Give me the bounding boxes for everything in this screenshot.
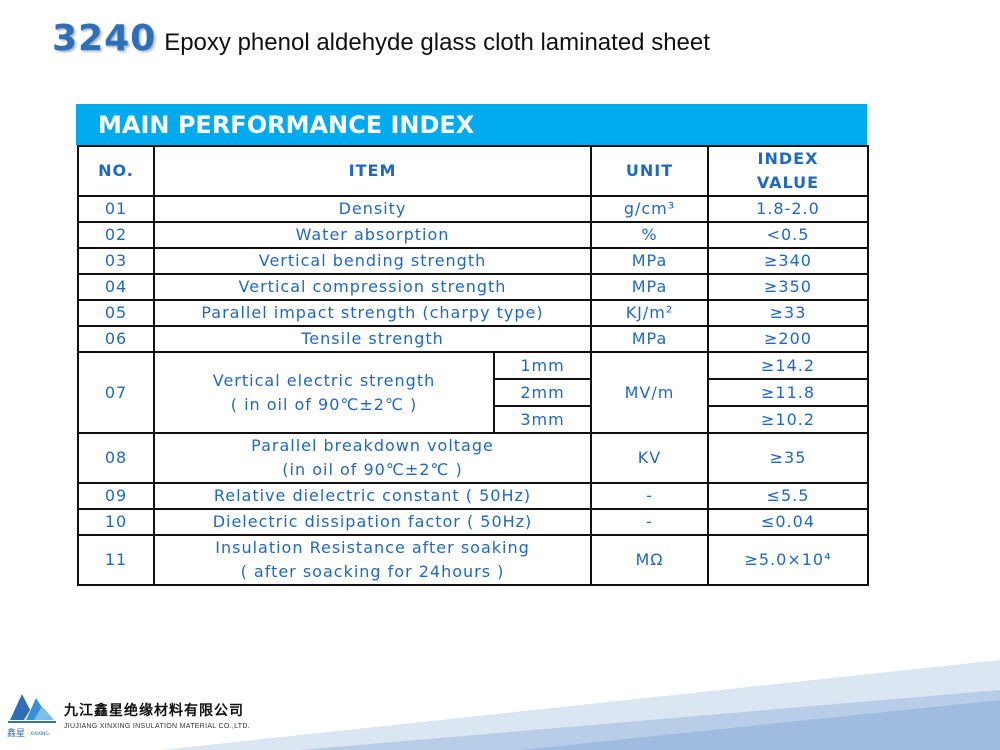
table-row: 04 Vertical compression strength MPa ≥35…: [77, 273, 869, 301]
row-item: Tensile strength: [153, 325, 592, 353]
header-item: ITEM: [153, 145, 592, 197]
header-no: NO.: [77, 145, 155, 197]
row-item-line1: Vertical electric strength: [212, 370, 436, 390]
row-unit: g/cm³: [590, 195, 709, 223]
row-no: 03: [77, 247, 155, 275]
row-no: 08: [77, 432, 155, 484]
row-item: Vertical compression strength: [153, 273, 592, 301]
row-no: 07: [77, 351, 155, 434]
row-unit: MPa: [590, 325, 709, 353]
row-value: ≥350: [707, 273, 869, 301]
table-row: 11 Insulation Resistance after soaking (…: [77, 534, 869, 586]
row-item: Dielectric dissipation factor ( 50Hz): [153, 508, 592, 536]
product-title: Epoxy phenol aldehyde glass cloth lamina…: [164, 29, 710, 56]
table-row: 06 Tensile strength MPa ≥200: [77, 325, 869, 353]
row-value: ≥11.8: [707, 378, 869, 407]
performance-table: NO. ITEM UNIT INDEX VALUE 01 Density g/c…: [77, 145, 869, 586]
logo-en-text: XINXING: [30, 731, 50, 737]
row-unit: -: [590, 482, 709, 510]
row-item: Parallel breakdown voltage (in oil of 90…: [153, 432, 592, 484]
row-unit: MPa: [590, 273, 709, 301]
row-item: Vertical electric strength ( in oil of 9…: [153, 351, 495, 434]
row-value: ≤0.04: [707, 508, 869, 536]
row-value: <0.5: [707, 221, 869, 249]
company-logo-icon: 鑫星 XINXING: [7, 694, 56, 739]
row-unit: %: [590, 221, 709, 249]
row-item-line2: ( in oil of 90℃±2℃ ): [230, 394, 418, 414]
row-value: ≥14.2: [707, 351, 869, 380]
row-no: 01: [77, 195, 155, 223]
row-value: ≥33: [707, 299, 869, 327]
product-code: 3240: [52, 18, 157, 59]
row-value: ≥5.0×10⁴: [707, 534, 869, 586]
table-row: 09 Relative dielectric constant ( 50Hz) …: [77, 482, 869, 510]
row-item: Vertical bending strength: [153, 247, 592, 275]
table-subrow: 2mm ≥11.8: [78, 378, 869, 407]
row-item: Insulation Resistance after soaking ( af…: [153, 534, 592, 586]
header-index-line1: INDEX: [757, 149, 819, 168]
table-header-row: NO. ITEM UNIT INDEX VALUE: [77, 145, 869, 197]
row-item-line2: (in oil of 90℃±2℃ ): [282, 460, 463, 479]
row-item: Parallel impact strength (charpy type): [153, 299, 592, 327]
company-name-en: JIUJIANG XINXING INSULATION MATERIAL CO.…: [64, 723, 250, 730]
row-value: ≥200: [707, 325, 869, 353]
row-value: ≥35: [707, 432, 869, 484]
row-unit: MPa: [590, 247, 709, 275]
row-value: ≤5.5: [707, 482, 869, 510]
table-row: 05 Parallel impact strength (charpy type…: [77, 299, 869, 327]
table-row: 07 Vertical electric strength ( in oil o…: [77, 351, 869, 434]
header-unit: UNIT: [590, 145, 709, 197]
section-banner: MAIN PERFORMANCE INDEX: [76, 104, 867, 145]
row-no: 05: [77, 299, 155, 327]
header-index-value: INDEX VALUE: [707, 145, 869, 197]
row-value: 1.8-2.0: [707, 195, 869, 223]
row-unit: KV: [590, 432, 709, 484]
row-no: 02: [77, 221, 155, 249]
row-unit: -: [590, 508, 709, 536]
table-subrow: 3mm ≥10.2: [78, 405, 869, 434]
row-unit: MΩ: [590, 534, 709, 586]
row-no: 06: [77, 325, 155, 353]
table-row: 08 Parallel breakdown voltage (in oil of…: [77, 432, 869, 484]
row-no: 11: [77, 534, 155, 586]
header-index-line2: VALUE: [756, 173, 820, 192]
row-item-line1: Insulation Resistance after soaking: [215, 538, 530, 557]
thickness-cell: 2mm: [493, 378, 592, 407]
row-item-line1: Parallel breakdown voltage: [251, 436, 494, 455]
row-no: 10: [77, 508, 155, 536]
row-no: 09: [77, 482, 155, 510]
row-unit: MV/m: [590, 351, 709, 434]
row-no: 04: [77, 273, 155, 301]
row-item: Relative dielectric constant ( 50Hz): [153, 482, 592, 510]
table-row: 01 Density g/cm³ 1.8-2.0: [77, 195, 869, 223]
table-row: 10 Dielectric dissipation factor ( 50Hz)…: [77, 508, 869, 536]
row-item-line2: ( after soacking for 24hours ): [240, 562, 505, 581]
table-row: 02 Water absorption % <0.5: [77, 221, 869, 249]
row-value: ≥10.2: [707, 405, 869, 434]
page-title: 3240 Epoxy phenol aldehyde glass cloth l…: [52, 18, 710, 59]
row-item: Density: [153, 195, 592, 223]
logo-cn-text: 鑫星: [7, 727, 25, 739]
row-value: ≥340: [707, 247, 869, 275]
thickness-cell: 3mm: [493, 405, 592, 434]
row-unit: KJ/m²: [590, 299, 709, 327]
table-row: 03 Vertical bending strength MPa ≥340: [77, 247, 869, 275]
thickness-cell: 1mm: [493, 351, 592, 380]
company-info: 九江鑫星绝缘材料有限公司 JIUJIANG XINXING INSULATION…: [64, 700, 250, 730]
company-name-cn: 九江鑫星绝缘材料有限公司: [64, 703, 244, 719]
row-item: Water absorption: [153, 221, 592, 249]
